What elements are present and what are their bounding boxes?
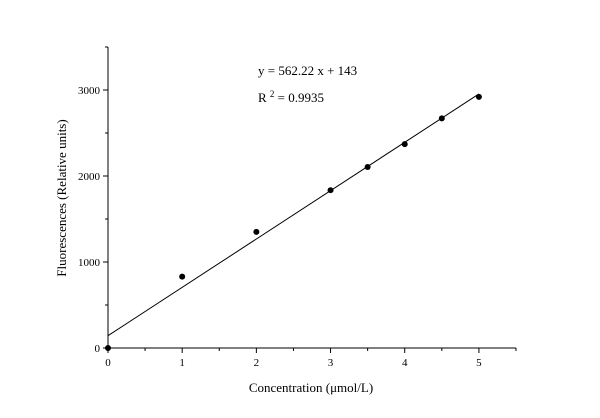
data-point xyxy=(401,141,408,148)
data-point xyxy=(475,93,482,100)
ticks: 0 1 2 3 4 5 0 1000 2000 3000 xyxy=(78,46,517,369)
x-tick-label: 3 xyxy=(328,357,334,369)
data-point xyxy=(253,228,260,235)
y-tick-label: 3000 xyxy=(78,85,101,97)
r-squared-symbol: R xyxy=(258,90,267,105)
x-tick-label: 5 xyxy=(476,357,482,369)
x-tick-label: 2 xyxy=(254,357,260,369)
data-point xyxy=(364,163,371,170)
r-squared-label: R 2 = 0.9935 xyxy=(258,85,324,105)
x-axis-label: Concentration (μmol/L) xyxy=(249,380,373,395)
r-squared-value: = 0.9935 xyxy=(278,90,324,105)
data-point xyxy=(179,273,186,280)
x-tick-label: 0 xyxy=(105,357,111,369)
y-tick-label: 2000 xyxy=(78,171,101,183)
y-tick-label: 0 xyxy=(95,343,101,355)
fit-line xyxy=(107,93,480,337)
y-axis-label: Fluorescences (Relative units) xyxy=(54,119,69,276)
axes xyxy=(107,47,516,349)
x-tick-label: 4 xyxy=(402,357,408,369)
equation-label: y = 562.22 x + 143 xyxy=(258,63,357,78)
fit-line-group xyxy=(107,93,480,337)
x-tick-label: 1 xyxy=(179,357,185,369)
data-point xyxy=(438,115,445,122)
data-point xyxy=(327,187,334,194)
data-point xyxy=(105,345,111,351)
data-points xyxy=(105,93,482,351)
r-squared-superscript: 2 xyxy=(270,89,275,99)
y-tick-label: 1000 xyxy=(78,257,101,269)
